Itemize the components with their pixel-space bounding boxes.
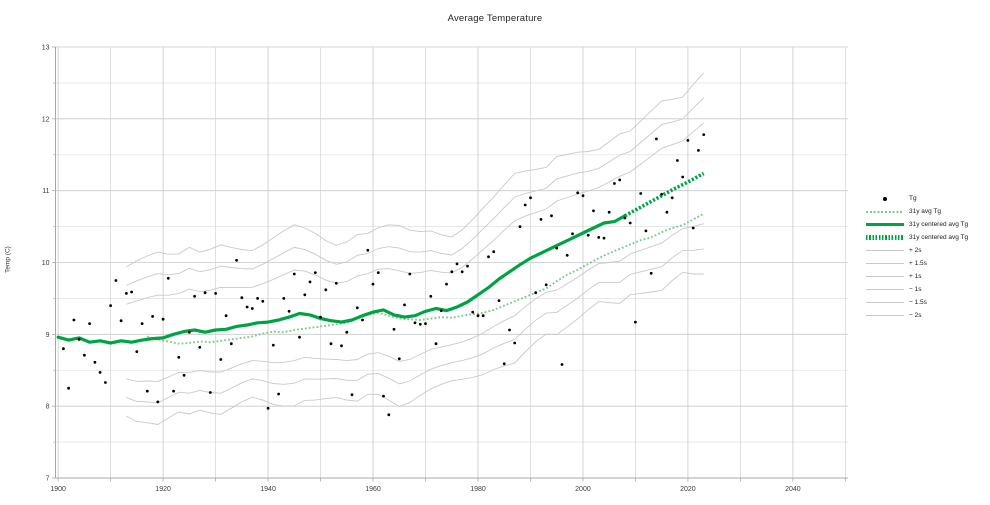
gridlines: [55, 46, 848, 479]
legend-item-5: + 1.5s: [866, 257, 968, 270]
y-tick-label: 8: [46, 404, 50, 411]
legend-gray-swatch-icon: [866, 289, 904, 290]
legend-item-9: − 2s: [866, 309, 968, 322]
legend-item-4: + 2s: [866, 244, 968, 257]
tg-marker-icon: [883, 196, 887, 201]
legend: Tg 31y avg Tg 31y centered avg Tg 31y cente…: [866, 192, 968, 322]
legend-label: + 1.5s: [909, 260, 927, 267]
x-tick-label: 2040: [785, 486, 801, 493]
legend-gray-swatch-icon: [866, 250, 904, 251]
legend-label: − 1s: [909, 286, 922, 293]
scatter-series-tg: [62, 133, 706, 417]
legend-item-6: + 1s: [866, 270, 968, 283]
x-tick-label: 1960: [365, 486, 381, 493]
line-31y-avg: [147, 212, 705, 345]
y-tick-label: 12: [42, 116, 50, 123]
x-tick-label: 1920: [155, 486, 171, 493]
line-sample-icon: [866, 276, 904, 277]
legend-label: 31y centered avg Tg: [909, 221, 969, 228]
band-line-minus2s: [126, 271, 704, 425]
y-tick-label: 7: [46, 476, 50, 483]
legend-label: + 2s: [909, 247, 922, 254]
line-sample-icon: [866, 289, 904, 290]
band-line-plus1.5s: [126, 97, 705, 286]
band-line-minus1s: [126, 223, 704, 382]
y-tick-label: 9: [46, 332, 50, 339]
legend-dotted-swatch-icon: [866, 210, 904, 213]
line-sample-icon: [866, 263, 904, 264]
legend-item-3: 31y centered avg Tg: [866, 231, 968, 244]
legend-label: 31y centered avg Tg: [909, 234, 969, 241]
axes: [52, 46, 848, 482]
x-tick-label: 2000: [575, 486, 591, 493]
line-sample-icon: [866, 222, 904, 227]
legend-hatched-swatch-icon: [866, 235, 904, 240]
legend-gray-swatch-icon: [866, 302, 904, 303]
x-tick-label: 1980: [470, 486, 486, 493]
line-sample-icon: [866, 210, 904, 213]
legend-label: 31y avg Tg: [909, 208, 942, 215]
x-tick-label: 2020: [680, 486, 696, 493]
x-tick-label: 1900: [50, 486, 66, 493]
band-line-minus1.5s: [126, 248, 704, 404]
y-tick-labels: 7 8 9 10 11 12 13: [42, 45, 50, 483]
chart-title: Average Temperature: [447, 13, 543, 24]
line-sample-icon: [866, 250, 904, 251]
legend-gray-swatch-icon: [866, 263, 904, 264]
line-31y-centered-avg-extension: [624, 171, 705, 218]
legend-item-7: − 1s: [866, 283, 968, 296]
y-axis-label: Temp (C): [4, 246, 12, 273]
y-tick-label: 10: [42, 260, 50, 267]
legend-item-2: 31y centered avg Tg: [866, 218, 968, 231]
legend-item-8: − 1.5s: [866, 296, 968, 309]
y-tick-label: 11: [42, 188, 49, 195]
legend-solid-swatch-icon: [866, 222, 904, 227]
legend-dot-swatch-icon: [866, 196, 904, 201]
legend-label: − 1.5s: [909, 299, 927, 306]
centered-avg-line: [56, 214, 627, 345]
legend-item-1: 31y avg Tg: [866, 205, 968, 218]
band-line-plus1s: [126, 122, 704, 305]
line-31y-centered-avg: [56, 214, 627, 345]
legend-label: + 1s: [909, 273, 922, 280]
sigma-band-lines: [126, 72, 705, 425]
legend-gray-swatch-icon: [866, 276, 904, 277]
legend-gray-swatch-icon: [866, 315, 904, 316]
legend-label: − 2s: [909, 312, 922, 319]
x-tick-label: 1940: [260, 486, 276, 493]
legend-label: Tg: [909, 195, 917, 202]
line-sample-icon: [866, 315, 904, 316]
band-line-plus2s: [126, 72, 705, 268]
centered-avg-extension-line: [624, 171, 705, 218]
line-sample-icon: [866, 302, 904, 303]
x-tick-labels: 1900 1920 1940 1960 1980 2000 2020 2040: [50, 486, 800, 493]
dotted-avg-line: [147, 212, 705, 345]
legend-item-0: Tg: [866, 192, 968, 205]
y-tick-label: 13: [42, 45, 50, 52]
line-sample-icon: [866, 235, 904, 240]
